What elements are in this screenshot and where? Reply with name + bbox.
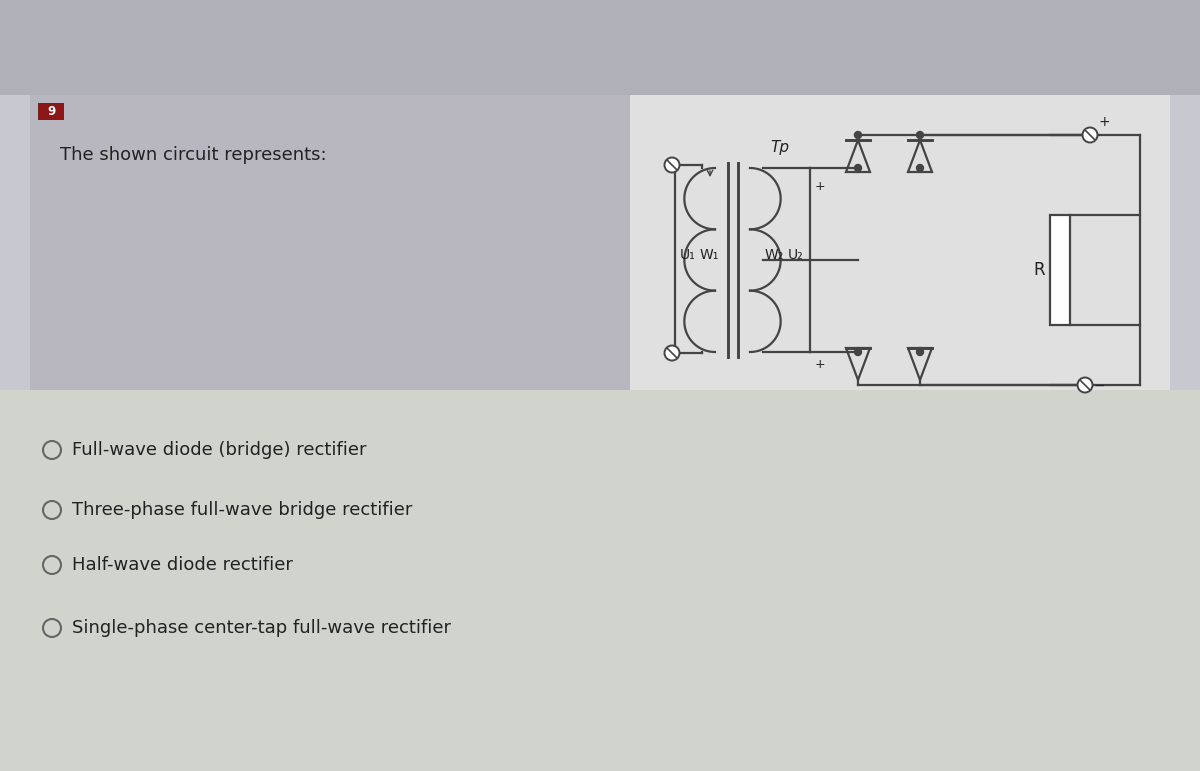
Text: U₂: U₂ <box>788 248 804 262</box>
Text: +: + <box>1099 115 1111 129</box>
Circle shape <box>854 348 862 355</box>
Text: W₁: W₁ <box>700 248 719 262</box>
Bar <box>30 95 630 390</box>
Text: Full-wave diode (bridge) rectifier: Full-wave diode (bridge) rectifier <box>72 441 366 459</box>
Circle shape <box>1082 127 1098 143</box>
Circle shape <box>917 132 924 139</box>
Bar <box>0 0 1200 95</box>
Bar <box>0 390 1200 771</box>
Bar <box>630 95 1170 390</box>
Text: +: + <box>815 358 826 371</box>
Text: Tp: Tp <box>770 140 790 155</box>
Circle shape <box>854 132 862 139</box>
Text: +: + <box>815 180 826 193</box>
Circle shape <box>917 348 924 355</box>
Text: U₁: U₁ <box>680 248 696 262</box>
Bar <box>38 103 64 120</box>
Circle shape <box>917 164 924 171</box>
Circle shape <box>1078 378 1092 392</box>
Text: Three-phase full-wave bridge rectifier: Three-phase full-wave bridge rectifier <box>72 501 413 519</box>
Circle shape <box>665 345 679 361</box>
Text: 9: 9 <box>47 105 55 118</box>
Text: Half-wave diode rectifier: Half-wave diode rectifier <box>72 556 293 574</box>
Text: −: − <box>1094 379 1105 393</box>
Text: Single-phase center-tap full-wave rectifier: Single-phase center-tap full-wave rectif… <box>72 619 451 637</box>
Text: The shown circuit represents:: The shown circuit represents: <box>60 146 326 164</box>
Circle shape <box>854 164 862 171</box>
Text: W₂: W₂ <box>766 248 785 262</box>
Circle shape <box>665 157 679 173</box>
Text: R: R <box>1033 261 1045 279</box>
Bar <box>1050 215 1070 325</box>
